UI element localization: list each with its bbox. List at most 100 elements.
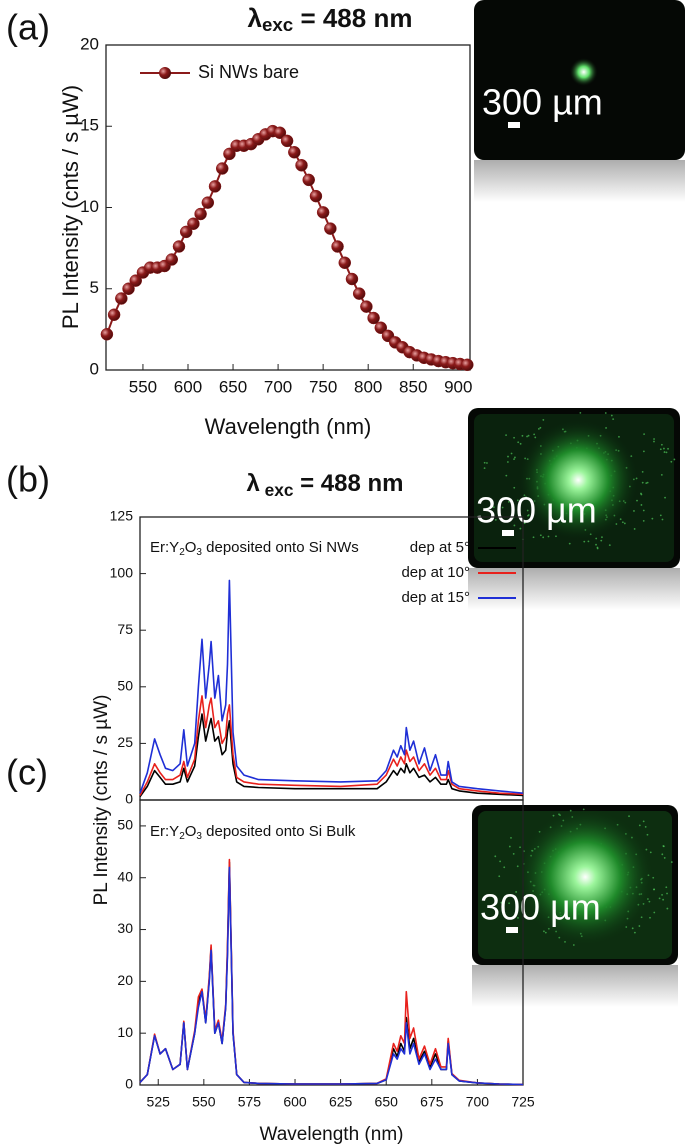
annotation-part: deposited onto Si NWs <box>202 539 359 556</box>
image-speckle <box>639 824 641 826</box>
image-speckle <box>595 544 597 546</box>
x-tick-label: 850 <box>399 377 427 396</box>
image-speckle <box>583 541 585 543</box>
y-axis-label: PL Intensity (cnts / s µW) <box>58 85 83 329</box>
image-speckle <box>661 474 663 476</box>
x-axis-label: Wavelength (nm) <box>260 1124 404 1145</box>
image-speckle <box>520 443 522 445</box>
marker <box>368 312 380 324</box>
series-line <box>140 867 523 1084</box>
image-speckle <box>540 534 542 536</box>
image-speckle <box>628 815 630 817</box>
marker <box>360 301 372 313</box>
x-tick-label: 750 <box>309 377 337 396</box>
panel-label: (b) <box>6 459 50 500</box>
marker <box>195 208 207 220</box>
image-speckle <box>662 899 664 901</box>
image-speckle <box>651 518 653 520</box>
image-speckle <box>484 462 486 464</box>
image-speckle <box>643 450 645 452</box>
y-tick-label: 20 <box>117 972 133 988</box>
marker <box>296 159 308 171</box>
image-speckle <box>660 448 662 450</box>
annotation: Er:Y2O3 deposited onto Si Bulk <box>150 823 356 842</box>
y-tick-label: 10 <box>117 1024 133 1040</box>
image-speckle <box>647 834 649 836</box>
y-tick-label: 50 <box>117 678 133 694</box>
image-speckle <box>647 482 649 484</box>
image-speckle <box>533 433 535 435</box>
scale-label: 300 µm <box>480 887 601 928</box>
image-speckle <box>597 547 599 549</box>
marker <box>108 309 120 321</box>
marker <box>209 180 221 192</box>
y-tick-label: 0 <box>125 1076 133 1092</box>
x-tick-label: 600 <box>174 377 202 396</box>
image-speckle <box>664 451 666 453</box>
chart-title: λexc = 488 nm <box>248 3 413 35</box>
image-speckle <box>643 820 645 822</box>
image-speckle <box>498 875 500 877</box>
image-speckle <box>538 428 540 430</box>
image-speckle <box>636 500 638 502</box>
x-tick-label: 600 <box>283 1094 307 1110</box>
annotation-part: deposited onto Si Bulk <box>202 823 356 840</box>
image-speckle <box>661 853 663 855</box>
image-speckle <box>505 434 507 436</box>
image-speckle <box>513 853 515 855</box>
x-tick-label: 650 <box>219 377 247 396</box>
marker <box>202 197 214 209</box>
x-axis-label: Wavelength (nm) <box>205 414 372 439</box>
y-tick-label: 10 <box>80 197 99 216</box>
image-speckle <box>622 521 624 523</box>
y-tick-label: 20 <box>80 34 99 53</box>
image-speckle <box>513 458 515 460</box>
image-speckle <box>642 471 644 473</box>
image-speckle <box>664 857 666 859</box>
panel-label: (a) <box>6 7 50 48</box>
image-speckle <box>661 444 663 446</box>
image-speckle <box>595 538 597 540</box>
x-tick-label: 525 <box>147 1094 171 1110</box>
legend-label: dep at 10° <box>401 564 470 581</box>
image-speckle <box>659 898 661 900</box>
y-tick-label: 0 <box>125 791 133 807</box>
series-line <box>107 131 467 365</box>
marker <box>216 163 228 175</box>
image-speckle <box>638 925 640 927</box>
series-line <box>140 862 523 1084</box>
legend-label: dep at 5° <box>410 539 470 556</box>
scale-bar <box>506 927 518 933</box>
x-tick-label: 800 <box>354 377 382 396</box>
image-speckle <box>666 893 668 895</box>
image-speckle <box>507 456 509 458</box>
image-speckle <box>662 845 664 847</box>
image-speckle <box>660 514 662 516</box>
image-speckle <box>663 448 665 450</box>
image-reflection <box>472 965 678 1007</box>
plot-frame <box>140 517 523 800</box>
marker <box>166 254 178 266</box>
image-speckle <box>666 452 668 454</box>
image-speckle <box>486 462 488 464</box>
image-speckle <box>601 536 603 538</box>
image-reflection <box>474 160 685 202</box>
image-speckle <box>662 519 664 521</box>
image-speckle <box>507 461 509 463</box>
marker <box>461 359 473 371</box>
image-speckle <box>499 861 501 863</box>
title-part: exc <box>260 480 294 500</box>
scale-label: 300 µm <box>476 490 597 531</box>
series-line <box>140 580 523 793</box>
annotation-part: Er:Y <box>150 539 179 556</box>
image-speckle <box>528 435 530 437</box>
image-speckle <box>624 523 626 525</box>
image-speckle <box>612 418 614 420</box>
image-speckle <box>509 846 511 848</box>
image-speckle <box>569 543 571 545</box>
marker <box>339 257 351 269</box>
scale-bar <box>508 122 520 128</box>
image-speckle <box>542 536 544 538</box>
scale-label: 300 µm <box>482 82 603 123</box>
